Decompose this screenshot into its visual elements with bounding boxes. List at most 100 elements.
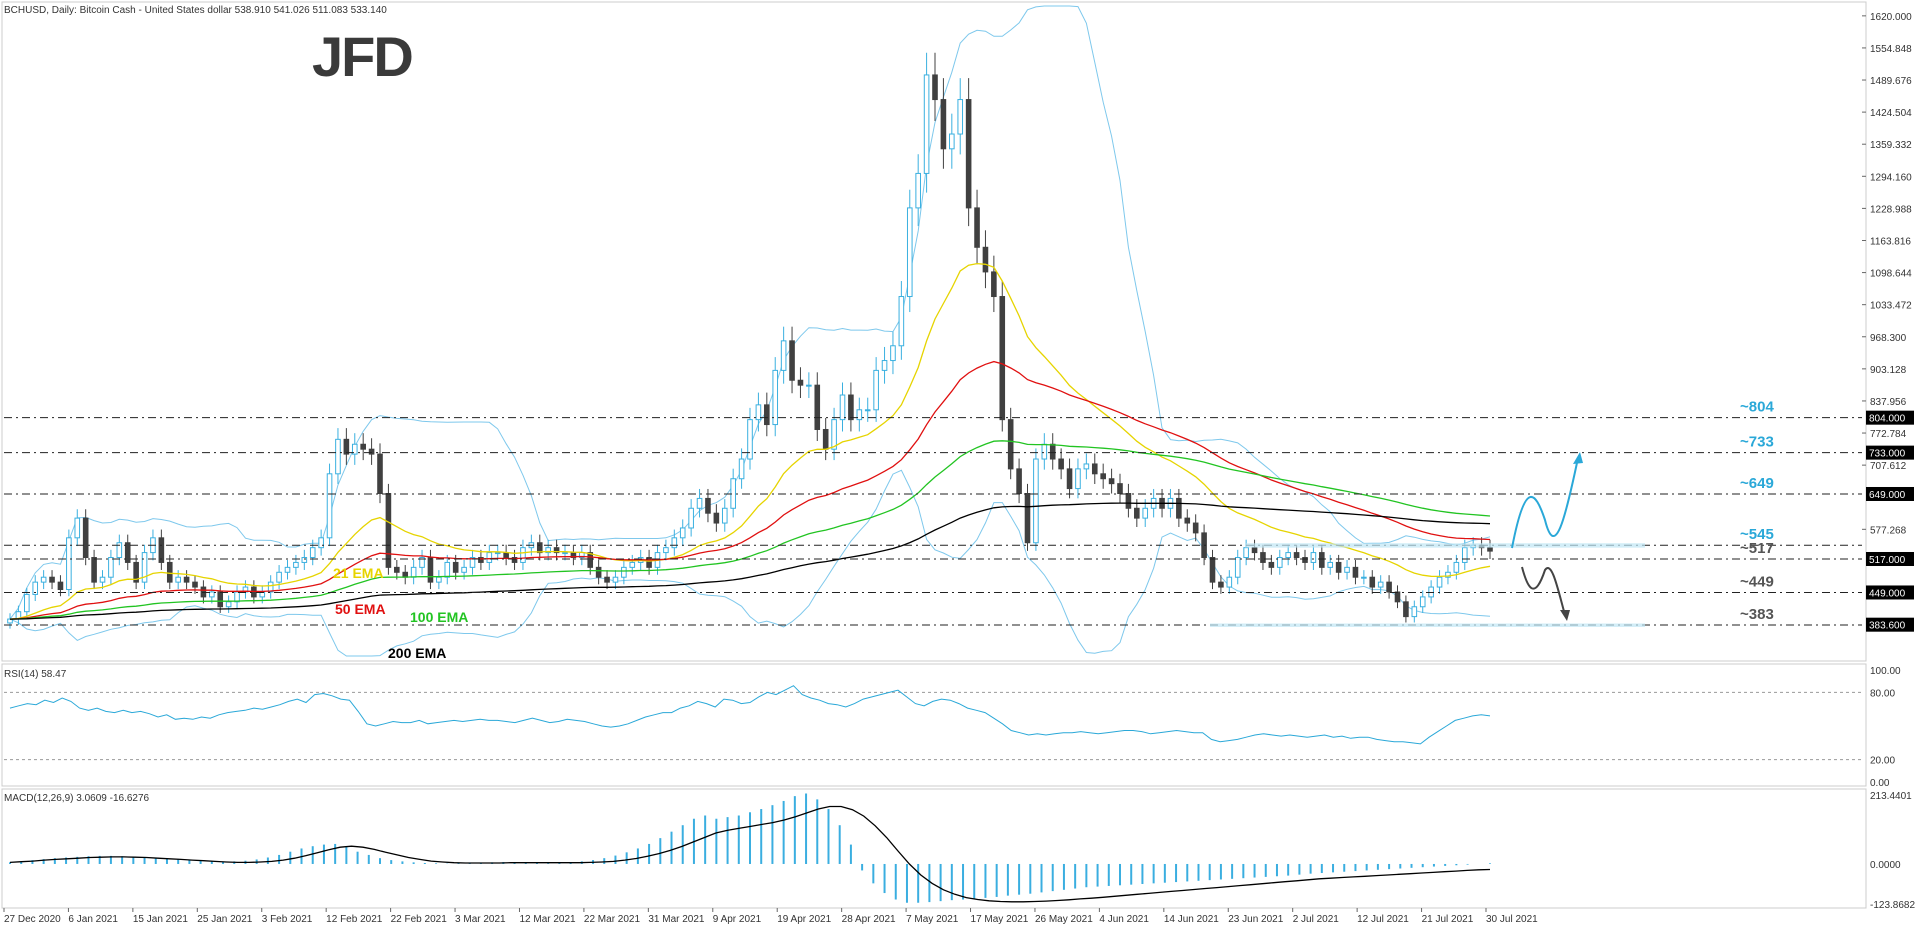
candle-body <box>293 561 299 568</box>
bullish-arrowhead-icon <box>1573 452 1583 464</box>
candle-body <box>444 561 451 578</box>
candle-body <box>738 458 745 480</box>
main-panel <box>1 1 1867 662</box>
price-box-label: 649.000 <box>1869 490 1906 501</box>
candle-body <box>536 542 543 554</box>
candle-body <box>209 591 215 598</box>
candle-body <box>469 557 476 568</box>
candle-body <box>461 566 467 573</box>
candle-body <box>890 345 896 362</box>
resistance-zone <box>1245 543 1645 548</box>
y-tick-label: 968.300 <box>1870 333 1907 344</box>
candle-body <box>991 271 997 298</box>
candle-body <box>755 404 762 421</box>
candle-body <box>133 561 139 583</box>
candle-body <box>267 581 274 593</box>
candle-body <box>1125 493 1132 509</box>
candle-body <box>49 576 55 583</box>
y-tick-label: 1033.472 <box>1870 301 1912 312</box>
level-label: ~383 <box>1740 606 1774 623</box>
candle-body <box>192 581 198 588</box>
candle-body <box>1293 552 1300 559</box>
candle-body <box>864 409 871 412</box>
candle-body <box>848 394 854 421</box>
ema100-line <box>9 440 1491 620</box>
macd-panel <box>1 788 1867 909</box>
candle-body <box>949 133 955 150</box>
y-tick-label: 707.612 <box>1870 461 1907 472</box>
y-tick-label: 1554.848 <box>1870 44 1912 55</box>
candle-body <box>1377 581 1384 588</box>
candle-body <box>309 547 316 559</box>
x-tick-label: 3 Mar 2021 <box>455 914 506 925</box>
ema21-label: 21 EMA <box>333 565 384 581</box>
price-box <box>1866 585 1914 600</box>
candle-body <box>1319 552 1325 568</box>
candle-body <box>1041 443 1048 460</box>
candle-body <box>562 552 568 555</box>
candle-body <box>1394 591 1401 603</box>
x-tick-label: 12 Mar 2021 <box>519 914 576 925</box>
candle-body <box>1066 468 1073 490</box>
candle-body <box>940 99 947 150</box>
candle-body <box>663 547 669 554</box>
level-label: ~733 <box>1740 434 1774 451</box>
y-tick-label: 837.956 <box>1870 397 1907 408</box>
candle-body <box>646 557 652 568</box>
candle-body <box>1361 576 1367 579</box>
candle-body <box>1302 557 1308 563</box>
candle-body <box>511 557 518 563</box>
candle-body <box>436 576 442 583</box>
candle-body <box>377 453 383 494</box>
candle-body <box>410 566 417 578</box>
candle-body <box>1192 522 1199 534</box>
rsi-tick-label: 0.00 <box>1870 778 1890 789</box>
x-tick-label: 21 Jul 2021 <box>1422 914 1474 925</box>
candle-body <box>1218 581 1224 588</box>
x-tick-label: 22 Mar 2021 <box>584 914 641 925</box>
y-tick-label: 1489.676 <box>1870 76 1912 87</box>
candle-body <box>234 591 240 603</box>
x-tick-label: 19 Apr 2021 <box>777 914 831 925</box>
ema50-line <box>9 360 1491 620</box>
candle-body <box>1276 557 1283 568</box>
candle-body <box>385 493 392 568</box>
candle-body <box>108 557 114 578</box>
candle-body <box>621 566 627 578</box>
candle-body <box>116 542 123 559</box>
level-label: ~517 <box>1740 540 1774 557</box>
candle-body <box>1260 552 1266 563</box>
y-tick-label: 903.128 <box>1870 365 1907 376</box>
candle-body <box>82 517 89 559</box>
candle-body <box>24 593 30 613</box>
candle-body <box>814 384 821 430</box>
candle-body <box>780 340 787 371</box>
candle-body <box>822 428 829 450</box>
candle-body <box>452 561 459 573</box>
level-label: ~649 <box>1740 475 1774 492</box>
macd-label: MACD(12,26,9) 3.0609 -16.6276 <box>4 793 150 804</box>
candle-body <box>225 601 232 608</box>
candle-body <box>276 571 282 583</box>
candle-body <box>1411 606 1418 618</box>
x-tick-label: 17 May 2021 <box>971 914 1029 925</box>
candle-body <box>797 379 804 386</box>
bullish-projection-arrow <box>1511 457 1579 549</box>
macd-tick-label: -123.8682 <box>1870 900 1915 911</box>
macd-tick-label: 213.4401 <box>1870 791 1912 802</box>
candle-body <box>57 581 64 591</box>
candle-body <box>343 438 350 455</box>
x-tick-label: 28 Apr 2021 <box>842 914 896 925</box>
candle-body <box>881 360 888 371</box>
x-tick-label: 4 Jun 2021 <box>1099 914 1149 925</box>
candle-body <box>553 547 560 554</box>
candle-body <box>873 369 879 411</box>
price-box <box>1866 551 1914 566</box>
candle-body <box>427 557 434 583</box>
candle-body <box>1058 458 1064 470</box>
y-tick-label: 1620.000 <box>1870 12 1912 23</box>
y-tick-label: 1294.160 <box>1870 172 1912 183</box>
rsi-tick-label: 80.00 <box>1870 688 1895 699</box>
candle-body <box>1226 576 1233 588</box>
